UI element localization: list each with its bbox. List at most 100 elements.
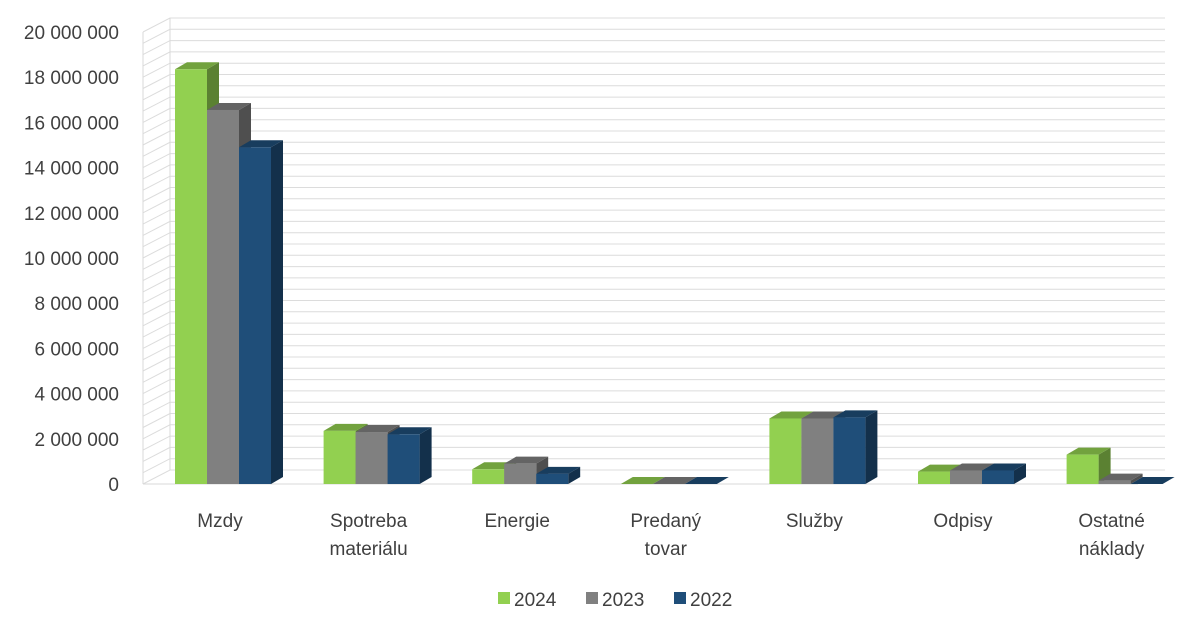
- bar-front: [504, 463, 537, 484]
- gridline: [142, 311, 1165, 327]
- x-tick-label: Spotreba materiálu: [330, 511, 408, 560]
- bar-top: [918, 464, 962, 472]
- bar-2022: [982, 463, 1026, 484]
- x-tick-label: Ostatné náklady: [1078, 511, 1145, 560]
- x-axis: Mzdy Spotreba materiálu Energie Predaný tovar…: [197, 511, 1145, 560]
- bar-top: [175, 62, 219, 70]
- bar-top: [982, 463, 1026, 471]
- gridline: [142, 187, 1165, 202]
- x-tick-label: Energie: [484, 511, 550, 532]
- y-tick-label: 10 000 000: [24, 249, 119, 270]
- gridline: [142, 424, 1165, 440]
- bar-front: [355, 432, 388, 484]
- bar-front: [323, 430, 356, 484]
- y-tick-label: 16 000 000: [24, 113, 119, 134]
- bar-top: [950, 463, 994, 471]
- gridline: [142, 401, 1165, 417]
- bar-top: [323, 423, 368, 431]
- x-tick-label: Služby: [786, 511, 844, 532]
- bar-top: [833, 410, 878, 418]
- gridline: [142, 74, 1165, 89]
- bar-top: [1098, 473, 1143, 481]
- bar-front: [472, 469, 505, 484]
- bar-side: [1130, 473, 1143, 484]
- bar-front: [387, 434, 420, 484]
- bar-top: [504, 456, 549, 464]
- gridline: [142, 17, 1165, 33]
- legend-label: 2022: [690, 590, 732, 611]
- bar-front: [950, 470, 982, 484]
- bar-top: [620, 477, 665, 484]
- gridline: [142, 220, 1165, 236]
- gridline: [142, 232, 1165, 248]
- y-tick-label: 4 000 000: [34, 385, 119, 406]
- gridline: [142, 62, 1165, 78]
- gridline: [142, 51, 1165, 67]
- gridline: [142, 446, 1165, 462]
- bar-top: [387, 427, 432, 435]
- bar-side: [419, 427, 432, 484]
- bar-2022: [536, 466, 581, 484]
- bar-top: [1066, 447, 1111, 455]
- gridline: [142, 85, 1165, 101]
- x-tick-label: Odpisy: [933, 511, 993, 532]
- gridline: [142, 175, 1165, 191]
- bar-front: [1098, 480, 1131, 484]
- plot-area: [175, 62, 1175, 484]
- y-tick-label: 12 000 000: [24, 204, 119, 225]
- gridline: [142, 322, 1165, 338]
- gridline: [142, 356, 1165, 372]
- gridline: [142, 266, 1165, 282]
- bar-2022: [684, 477, 729, 484]
- bar-front: [1066, 454, 1099, 484]
- bar-top: [239, 140, 283, 148]
- bar-top: [536, 466, 581, 474]
- bar-side: [1014, 463, 1026, 484]
- bar-top: [355, 425, 400, 433]
- legend-swatch: [498, 592, 510, 604]
- bar-2024: [1066, 447, 1111, 484]
- y-tick-label: 2 000 000: [34, 430, 119, 451]
- bar-front: [207, 109, 239, 484]
- bar-front: [801, 418, 834, 484]
- legend: 2024 2023 2022: [498, 590, 732, 611]
- bar-2024: [620, 477, 665, 484]
- gridline: [142, 435, 1165, 451]
- bar-2022: [833, 410, 878, 484]
- gridline: [142, 390, 1165, 406]
- gridline: [142, 367, 1165, 383]
- bar-2022: [239, 140, 283, 484]
- x-tick-label: Predaný tovar: [630, 511, 701, 560]
- y-axis: 0 2 000 000 4 000 000 6 000 000 8 000 000 10 …: [24, 23, 119, 496]
- bar-top: [1130, 477, 1175, 484]
- bar-top: [684, 477, 729, 484]
- bar-side: [1098, 447, 1111, 484]
- gridline: [142, 333, 1165, 349]
- bar-front: [239, 147, 271, 484]
- gridline: [142, 28, 1165, 44]
- gridline: [142, 379, 1165, 395]
- legend-label: 2023: [602, 590, 644, 611]
- bar-top: [801, 411, 846, 419]
- bar-front: [536, 473, 569, 484]
- y-tick-label: 6 000 000: [34, 339, 119, 360]
- bar-2022: [387, 427, 432, 484]
- bar-front: [175, 69, 207, 484]
- gridline: [142, 119, 1165, 135]
- gridline: [142, 164, 1165, 180]
- bar-2023: [1098, 473, 1143, 484]
- gridline: [142, 107, 1165, 123]
- y-tick-label: 8 000 000: [34, 294, 119, 315]
- gridline: [142, 130, 1165, 146]
- gridline: [142, 243, 1165, 259]
- legend-swatch: [674, 592, 686, 604]
- gridline: [142, 209, 1165, 225]
- legend-label: 2024: [514, 590, 557, 611]
- y-tick-label: 20 000 000: [24, 23, 119, 44]
- bar-front: [769, 418, 802, 484]
- gridlines: [142, 17, 1165, 485]
- gridline: [142, 254, 1165, 270]
- gridline: [142, 288, 1165, 304]
